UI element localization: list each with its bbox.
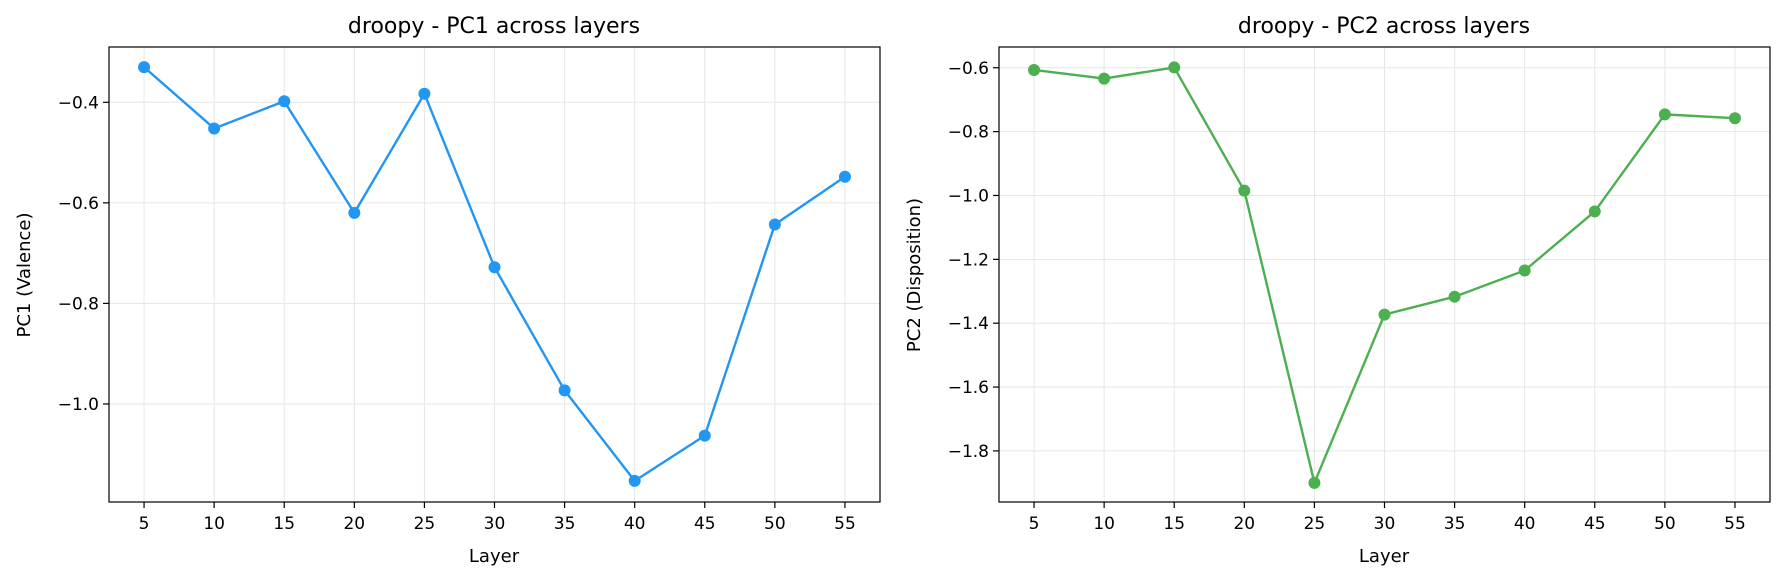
chart-title: droopy - PC1 across layers — [348, 14, 640, 39]
x-tick-label: 50 — [1654, 514, 1676, 534]
x-tick-label: 45 — [694, 514, 716, 534]
x-tick-label: 25 — [414, 514, 436, 534]
x-tick-label: 40 — [1514, 514, 1536, 534]
chart-panel-pc1: droopy - PC1 across layers 5 10 15 20 25 30 35… — [14, 14, 881, 567]
data-point — [1308, 476, 1321, 489]
y-tick-label: −1.6 — [948, 378, 989, 398]
data-point — [838, 170, 851, 183]
data-point — [418, 87, 431, 100]
y-axis-label: PC1 (Valence) — [14, 212, 35, 337]
y-tick-label: −1.0 — [948, 186, 989, 206]
x-tick-label: 10 — [1093, 514, 1115, 534]
data-point — [1448, 290, 1461, 303]
data-point — [628, 474, 641, 487]
data-point — [1378, 308, 1391, 321]
y-tick-label: −0.8 — [948, 123, 989, 143]
data-point — [278, 95, 291, 108]
y-tick-label: −0.4 — [58, 93, 99, 113]
data-point — [558, 384, 571, 397]
y-tick-label: −1.2 — [948, 250, 989, 270]
data-point — [1588, 205, 1601, 218]
x-tick-label: 15 — [273, 514, 295, 534]
y-tick-label: −1.8 — [948, 442, 989, 462]
x-tick-label: 30 — [484, 514, 506, 534]
data-point — [1728, 112, 1741, 125]
x-tick-label: 5 — [1029, 514, 1040, 534]
x-tick-label: 30 — [1374, 514, 1396, 534]
y-axis-label: PC2 (Disposition) — [904, 198, 925, 352]
data-point — [1518, 264, 1531, 277]
x-tick-label: 35 — [1444, 514, 1466, 534]
x-axis-label: Layer — [1359, 546, 1410, 567]
y-tick-label: −0.8 — [58, 294, 99, 314]
y-tick-label: −0.6 — [58, 194, 99, 214]
data-point — [1238, 184, 1251, 197]
data-point — [1028, 63, 1041, 76]
data-point — [1098, 72, 1111, 85]
x-tick-label: 5 — [139, 514, 150, 534]
x-axis-label: Layer — [469, 546, 520, 567]
x-tick-label: 10 — [203, 514, 225, 534]
y-tick-label: −1.0 — [58, 395, 99, 415]
data-point — [208, 122, 221, 135]
x-tick-label: 20 — [1233, 514, 1255, 534]
y-tick-label: −0.6 — [948, 59, 989, 79]
x-tick-label: 25 — [1304, 514, 1326, 534]
data-point — [138, 61, 151, 74]
x-tick-label: 45 — [1584, 514, 1606, 534]
x-tick-label: 50 — [764, 514, 786, 534]
data-point — [1658, 108, 1671, 121]
y-tick-label: −1.4 — [948, 314, 989, 334]
x-tick-label: 20 — [343, 514, 365, 534]
x-tick-label: 15 — [1163, 514, 1185, 534]
data-point — [488, 261, 501, 274]
chart-panel-pc2: droopy - PC2 across layers 5 10 15 20 25 30 35… — [904, 14, 1771, 567]
data-point — [698, 429, 711, 442]
x-tick-label: 55 — [1724, 514, 1746, 534]
data-point — [1168, 61, 1181, 74]
data-point — [348, 206, 361, 219]
x-tick-label: 55 — [834, 514, 856, 534]
data-point — [768, 218, 781, 231]
x-tick-label: 35 — [554, 514, 576, 534]
chart-title: droopy - PC2 across layers — [1238, 14, 1530, 39]
x-tick-label: 40 — [624, 514, 646, 534]
